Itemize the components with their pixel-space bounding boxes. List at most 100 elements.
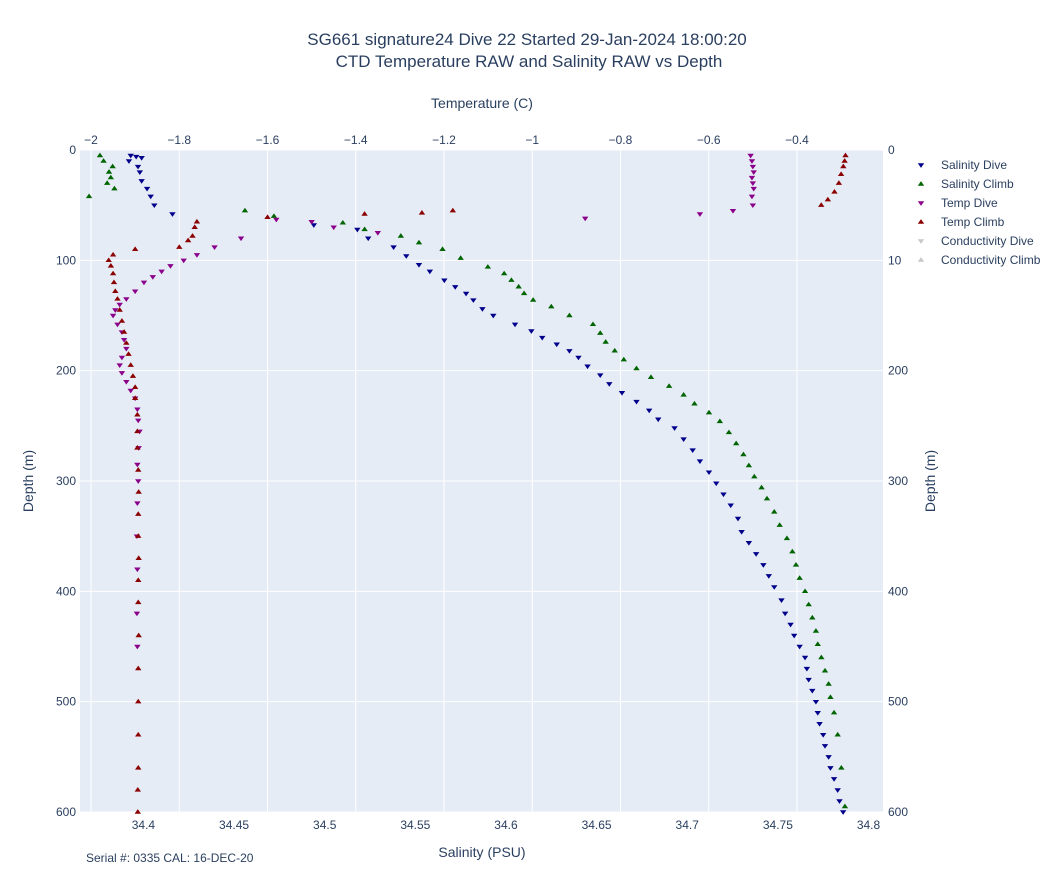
x-bottom-tick-label: 34.55	[400, 818, 430, 832]
salinity-climb-point	[740, 451, 747, 457]
legend-label: Temp Climb	[941, 215, 1005, 229]
salinity-climb-point	[771, 509, 778, 514]
salinity-dive-point	[834, 788, 841, 793]
temp-dive-point	[127, 388, 134, 394]
salinity-climb-point	[633, 365, 640, 371]
salinity-climb-point	[827, 694, 834, 699]
salinity-dive-point	[597, 373, 604, 378]
legend-item-salinity-dive[interactable]: Salinity Dive	[917, 158, 1008, 172]
salinity-dive-point	[415, 263, 423, 268]
temp-dive-point	[308, 219, 315, 225]
salinity-climb-point	[566, 312, 573, 318]
temp-climb-point	[135, 632, 142, 638]
salinity-dive-point	[771, 585, 778, 590]
salinity-dive-point	[426, 269, 434, 275]
x-top-tick-label: −1.4	[344, 133, 368, 147]
salinity-climb-point	[602, 339, 609, 344]
temp-dive-point	[140, 280, 148, 286]
salinity-dive-point	[809, 688, 816, 694]
salinity-climb-point	[96, 152, 104, 158]
salinity-climb-point	[776, 522, 783, 527]
temp-climb-point	[120, 329, 128, 334]
salinity-climb-point	[812, 628, 820, 633]
salinity-climb-point	[725, 429, 733, 435]
salinity-dive-point	[633, 399, 640, 405]
salinity-climb-point	[105, 169, 113, 174]
salinity-dive-point	[584, 364, 591, 370]
temp-climb-point	[123, 340, 130, 345]
temp-dive-point	[748, 194, 756, 200]
temp-climb-point	[135, 665, 142, 671]
temp-climb-point	[135, 599, 142, 605]
temp-climb-point	[189, 233, 196, 238]
salinity-dive-point	[827, 766, 834, 771]
salinity-dive-point	[745, 541, 753, 546]
x-bottom-tick-label: 34.65	[582, 818, 612, 832]
salinity-dive-point	[821, 744, 829, 749]
salinity-climb-point	[716, 418, 724, 424]
salinity-dive-point	[696, 459, 704, 465]
salinity-dive-point	[575, 355, 582, 361]
temp-climb-point	[109, 270, 117, 276]
salinity-dive-point	[138, 155, 145, 161]
salinity-dive-point	[803, 666, 811, 672]
salinity-climb-point	[805, 601, 812, 607]
temp-dive-point	[180, 258, 187, 264]
x-bottom-axis-title: Salinity (PSU)	[438, 844, 525, 860]
salinity-dive-point	[490, 313, 497, 319]
salinity-climb-point	[818, 654, 825, 660]
salinity-dive-point	[796, 644, 803, 650]
temp-dive-point	[112, 308, 119, 313]
salinity-dive-point	[836, 799, 843, 804]
x-bottom-tick-label: 34.6	[494, 818, 518, 832]
salinity-climb-point	[809, 614, 816, 620]
salinity-dive-point	[390, 245, 397, 250]
salinity-dive-point	[134, 164, 142, 170]
salinity-dive-point	[132, 154, 140, 160]
temp-dive-point	[123, 346, 130, 352]
salinity-dive-point	[354, 227, 361, 233]
legend-item-conductivity-dive[interactable]: Conductivity Dive	[917, 234, 1034, 248]
temp-climb-point	[109, 251, 117, 257]
temp-dive-point	[134, 462, 141, 468]
temp-climb-point	[191, 224, 198, 229]
temp-climb-point	[129, 373, 137, 378]
salinity-dive-point	[479, 307, 486, 312]
legend-item-temp-dive[interactable]: Temp Dive	[917, 196, 998, 210]
x-top-tick-label: −0.6	[697, 133, 721, 147]
legend-item-conductivity-climb[interactable]: Conductivity Climb	[917, 253, 1041, 267]
temp-dive-point	[135, 418, 142, 424]
salinity-dive-point	[760, 563, 767, 568]
temp-climb-point	[125, 351, 132, 356]
salinity-climb-point	[589, 321, 597, 327]
salinity-climb-point	[838, 764, 845, 770]
temp-climb-point	[135, 577, 142, 583]
temp-climb-point	[135, 555, 142, 560]
salinity-dive-point	[830, 777, 838, 782]
salinity-climb-point	[745, 462, 753, 468]
legend-label: Salinity Climb	[941, 177, 1014, 191]
salinity-climb-point	[801, 588, 809, 594]
y-right-tick-label: 300	[888, 474, 908, 488]
temp-climb-point	[193, 218, 201, 224]
legend-item-salinity-climb[interactable]: Salinity Climb	[917, 177, 1014, 191]
legend-item-temp-climb[interactable]: Temp Climb	[917, 215, 1005, 229]
salinity-dive-point	[705, 470, 713, 476]
temp-climb-point	[176, 244, 183, 249]
temp-dive-point	[118, 355, 126, 361]
data-marks	[85, 152, 849, 815]
salinity-dive-point	[720, 492, 727, 498]
x-bottom-tick-label: 34.7	[676, 818, 700, 832]
x-top-tick-label: −1	[525, 133, 539, 147]
salinity-climb-point	[647, 374, 655, 380]
temp-climb-point	[131, 246, 139, 252]
temp-dive-point	[133, 611, 141, 617]
salinity-dive-point	[825, 755, 832, 760]
salinity-dive-point	[606, 382, 613, 387]
y-left-axis-title: Depth (m)	[20, 450, 36, 512]
temp-climb-point	[134, 787, 141, 792]
temp-dive-point	[123, 297, 130, 302]
salinity-climb-point	[821, 667, 829, 673]
salinity-climb-point	[691, 400, 698, 406]
